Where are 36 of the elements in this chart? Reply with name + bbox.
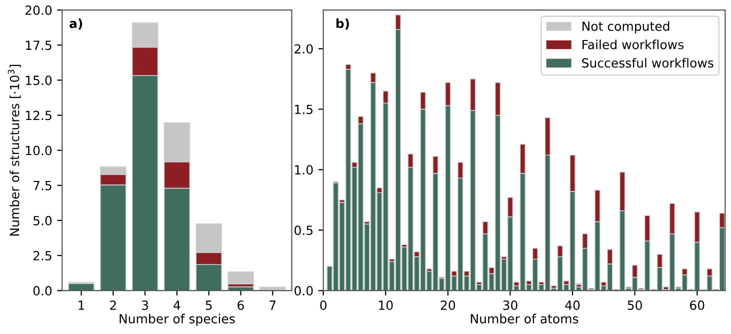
x-tick-label: 4 — [174, 300, 180, 310]
x-tick-label: 7 — [270, 300, 276, 310]
x-axis-title: Number of species — [120, 314, 235, 326]
annotation: a) — [70, 18, 82, 30]
x-tick-label: 60 — [690, 300, 704, 310]
y-tick-label: 0.0 — [33, 286, 52, 296]
legend-label: Failed workflows — [582, 40, 684, 50]
y-tick-label: 0.5 — [294, 226, 313, 236]
x-tick-label: 2 — [110, 300, 116, 310]
y-tick-label: 5.0 — [34, 216, 52, 226]
y-tick-label: 15.0 — [26, 76, 52, 86]
x-tick-label: 30 — [503, 300, 518, 310]
legend-label: Successful workflows — [582, 58, 714, 68]
x-tick-label: 3 — [142, 300, 148, 310]
y-tick-label: 10.0 — [26, 146, 52, 156]
y-tick-label: 7.5 — [34, 181, 52, 190]
y-tick-label: 0.0 — [294, 286, 313, 296]
x-axis-title: Number of atoms — [470, 314, 578, 324]
y-tick-label: 1.5 — [295, 104, 313, 114]
y-tick-label: 17.5 — [26, 40, 52, 50]
x-tick-label: 6 — [238, 300, 244, 310]
x-tick-label: 40 — [565, 300, 580, 310]
x-tick-label: 5 — [206, 300, 212, 310]
legend-label: Not computed — [582, 21, 670, 34]
x-tick-label: 10 — [379, 300, 393, 310]
x-tick-label: 50 — [628, 300, 642, 310]
y-tick-label: 1.0 — [295, 165, 313, 175]
x-tick-label: 1 — [78, 300, 84, 310]
x-tick-label: 20 — [440, 300, 456, 310]
annotation: b) — [336, 18, 349, 30]
x-tick-label: 0 — [320, 300, 326, 310]
y-axis-title: Number of structures [·10$^{3}$] — [8, 64, 21, 236]
y-tick-label: 12.5 — [26, 110, 52, 120]
y-tick-label: 2.5 — [33, 250, 52, 260]
y-tick-label: 2.0 — [294, 44, 313, 54]
y-tick-label: 20.0 — [25, 5, 52, 15]
